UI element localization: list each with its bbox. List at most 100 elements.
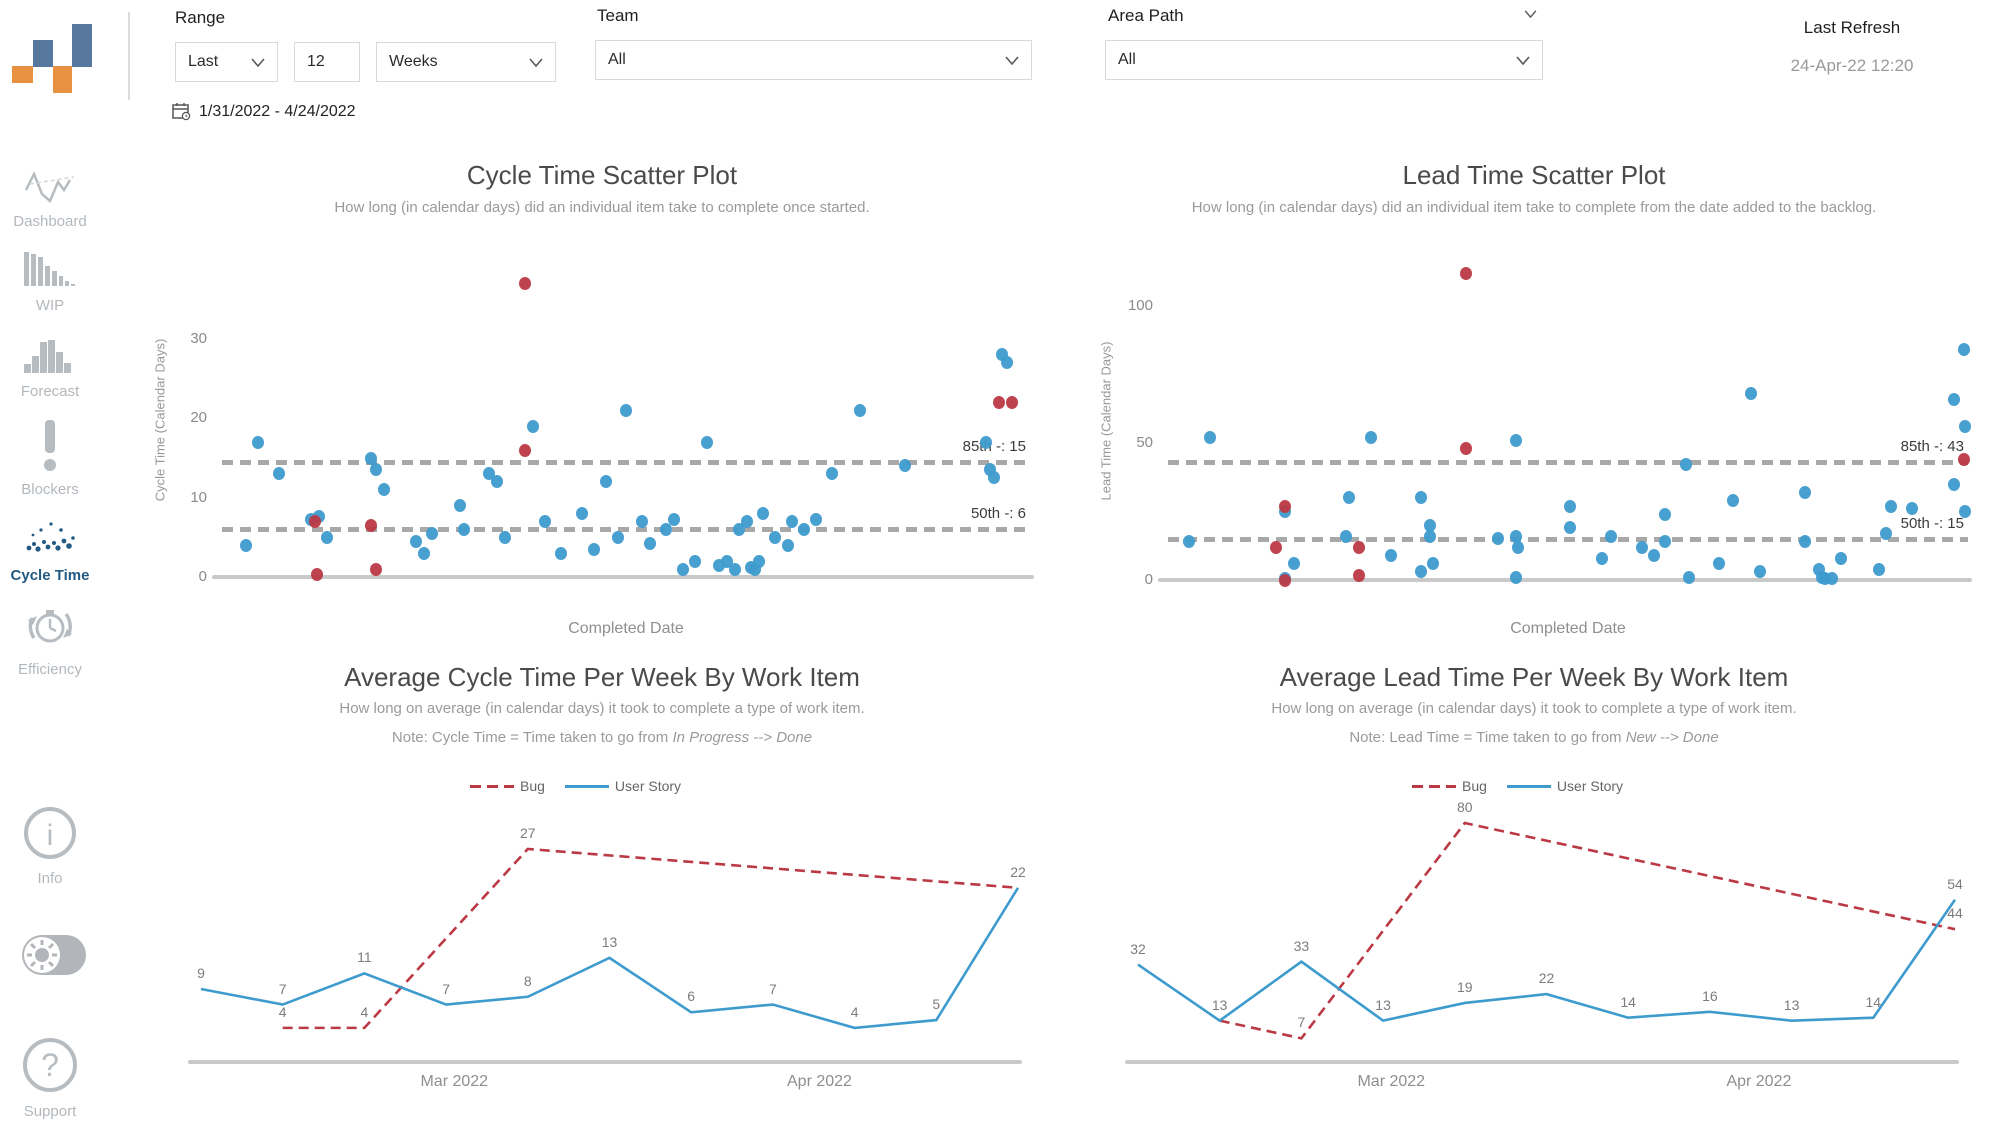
scatter-point-story[interactable]: [1880, 526, 1893, 540]
sidebar-item-info[interactable]: i Info: [0, 805, 100, 887]
area-path-select[interactable]: All: [1105, 40, 1543, 80]
scatter-point-story[interactable]: [688, 554, 701, 568]
scatter-point-story[interactable]: [668, 513, 681, 527]
scatter-point-story[interactable]: [365, 451, 378, 465]
team-select[interactable]: All: [595, 40, 1032, 80]
scatter-point-bug[interactable]: [365, 518, 378, 532]
scatter-point-story[interactable]: [1512, 540, 1525, 554]
scatter-point-story[interactable]: [1288, 557, 1301, 571]
scatter-point-story[interactable]: [898, 459, 911, 473]
sidebar-item-dashboard[interactable]: Dashboard: [0, 168, 100, 230]
scatter-point-story[interactable]: [1958, 343, 1970, 357]
scatter-point-bug[interactable]: [1270, 540, 1282, 554]
scatter-point-story[interactable]: [1204, 431, 1217, 445]
scatter-point-story[interactable]: [240, 538, 253, 552]
scatter-point-bug[interactable]: [519, 443, 531, 457]
scatter-point-story[interactable]: [753, 554, 766, 568]
scatter-point-story[interactable]: [1885, 499, 1898, 513]
scatter-point-story[interactable]: [1713, 557, 1726, 571]
scatter-point-bug[interactable]: [1006, 396, 1019, 410]
scatter-point-story[interactable]: [1564, 521, 1577, 535]
scatter-point-story[interactable]: [1492, 532, 1505, 546]
scatter-point-bug[interactable]: [308, 514, 321, 528]
scatter-point-story[interactable]: [1834, 551, 1847, 565]
scatter-point-story[interactable]: [809, 512, 822, 526]
scatter-point-story[interactable]: [377, 483, 390, 497]
range-count-input[interactable]: [294, 42, 360, 82]
scatter-point-story[interactable]: [1385, 548, 1398, 562]
scatter-point-story[interactable]: [1754, 565, 1766, 579]
scatter-point-story[interactable]: [1636, 540, 1649, 554]
scatter-point-story[interactable]: [826, 467, 839, 481]
scatter-point-story[interactable]: [1510, 529, 1522, 543]
scatter-point-story[interactable]: [1826, 572, 1838, 586]
scatter-point-story[interactable]: [797, 522, 810, 536]
scatter-point-story[interactable]: [490, 475, 503, 489]
scatter-point-story[interactable]: [1680, 458, 1693, 472]
scatter-point-story[interactable]: [1414, 491, 1427, 505]
sidebar-item-efficiency[interactable]: Efficiency: [0, 600, 100, 678]
scatter-point-story[interactable]: [769, 530, 782, 544]
scatter-point-story[interactable]: [1958, 420, 1971, 434]
scatter-point-story[interactable]: [660, 522, 673, 536]
story-legend-label[interactable]: User Story: [614, 778, 682, 794]
scatter-point-story[interactable]: [1182, 535, 1195, 549]
story-legend-label[interactable]: User Story: [1556, 778, 1624, 794]
bug-legend-label[interactable]: Bug: [1462, 778, 1487, 794]
line-bug[interactable]: [1219, 821, 1956, 1040]
scatter-point-story[interactable]: [1906, 502, 1918, 516]
scatter-point-story[interactable]: [1001, 356, 1014, 370]
scatter-point-bug[interactable]: [1353, 540, 1366, 554]
sidebar-item-blockers[interactable]: Blockers: [0, 420, 100, 498]
scatter-point-bug[interactable]: [1460, 441, 1472, 455]
scatter-point-story[interactable]: [854, 403, 867, 417]
scatter-point-story[interactable]: [987, 471, 1000, 485]
scatter-point-bug[interactable]: [311, 568, 324, 582]
scatter-point-bug[interactable]: [369, 562, 382, 576]
scatter-point-story[interactable]: [1948, 392, 1961, 406]
scatter-point-story[interactable]: [611, 530, 624, 544]
scatter-point-story[interactable]: [1648, 548, 1661, 562]
scatter-point-story[interactable]: [1596, 551, 1609, 565]
scatter-point-story[interactable]: [587, 542, 600, 556]
scatter-point-story[interactable]: [729, 562, 742, 576]
scatter-point-story[interactable]: [1426, 557, 1439, 571]
theme-toggle[interactable]: [22, 935, 86, 975]
scatter-point-story[interactable]: [454, 499, 467, 513]
sidebar-item-support[interactable]: ? Support: [0, 1036, 100, 1120]
scatter-point-bug[interactable]: [1460, 266, 1472, 280]
scatter-point-story[interactable]: [1510, 570, 1522, 584]
scatter-point-bug[interactable]: [519, 277, 531, 291]
scatter-point-story[interactable]: [1342, 491, 1355, 505]
scatter-point-story[interactable]: [757, 507, 770, 521]
scatter-point-story[interactable]: [1682, 570, 1695, 584]
line-story[interactable]: [200, 887, 1020, 1030]
scatter-point-story[interactable]: [1424, 529, 1437, 543]
range-mode-select[interactable]: Last: [175, 42, 278, 82]
scatter-point-story[interactable]: [1658, 535, 1671, 549]
scatter-point-bug[interactable]: [1278, 499, 1291, 513]
scatter-point-story[interactable]: [418, 546, 430, 560]
scatter-point-story[interactable]: [1948, 477, 1961, 491]
scatter-point-story[interactable]: [1564, 499, 1577, 513]
scatter-point-story[interactable]: [741, 514, 754, 528]
scatter-point-story[interactable]: [426, 526, 439, 540]
scatter-point-story[interactable]: [1798, 535, 1811, 549]
scatter-point-story[interactable]: [527, 419, 540, 433]
line-bug[interactable]: [282, 847, 1019, 1030]
scatter-point-bug[interactable]: [1278, 573, 1291, 587]
sidebar-item-wip[interactable]: WIP: [0, 250, 100, 314]
sidebar-item-cycle-time[interactable]: Cycle Time: [0, 518, 100, 584]
scatter-point-story[interactable]: [1745, 387, 1758, 401]
scatter-point-story[interactable]: [979, 435, 992, 449]
bug-legend-label[interactable]: Bug: [520, 778, 545, 794]
scatter-point-story[interactable]: [1365, 431, 1378, 445]
range-count-field[interactable]: [295, 43, 359, 81]
collapse-chevron-icon[interactable]: [1524, 10, 1537, 18]
scatter-point-story[interactable]: [369, 463, 382, 477]
scatter-point-story[interactable]: [539, 514, 552, 528]
scatter-point-story[interactable]: [1414, 565, 1427, 579]
scatter-point-story[interactable]: [620, 403, 632, 417]
scatter-point-story[interactable]: [555, 546, 568, 560]
scatter-point-story[interactable]: [1798, 485, 1811, 499]
